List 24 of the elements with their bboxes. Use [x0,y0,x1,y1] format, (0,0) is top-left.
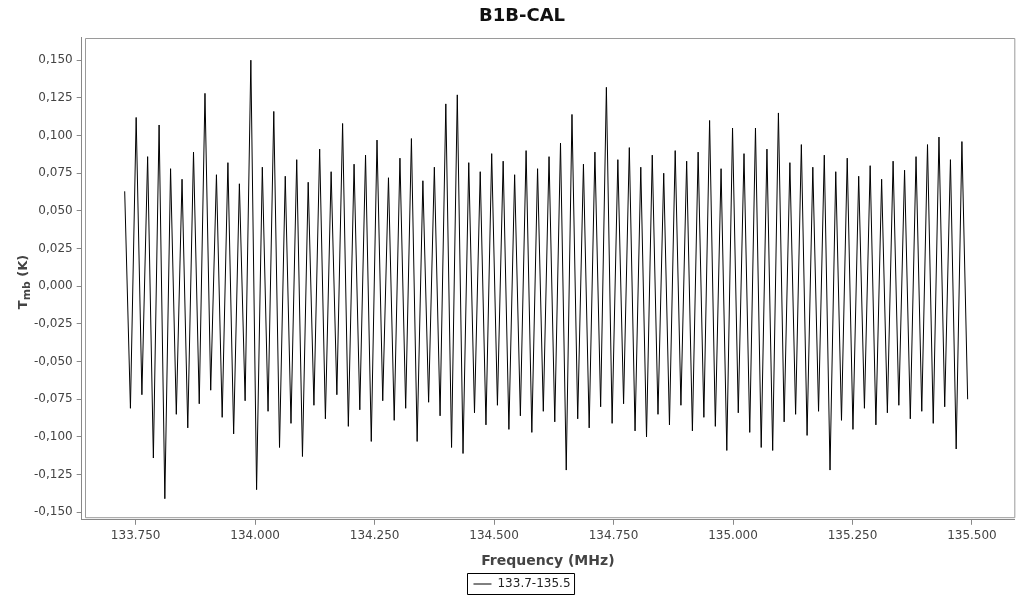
x-tick-label: 135.500 [947,528,997,543]
x-tick-label: 135.000 [708,528,758,543]
y-tick-label: -0,150 [34,504,73,519]
y-tick-label: 0,050 [38,203,73,218]
y-tick-label: -0,075 [34,391,73,406]
x-tick-label: 135.250 [827,528,878,543]
x-tick-label: 134.000 [230,528,280,543]
x-tick-label: 134.500 [469,528,519,543]
y-tick-label: -0,025 [34,316,73,331]
y-tick-label: -0,100 [34,429,73,444]
x-tick-label: 134.250 [349,528,400,543]
chart-title: B1B-CAL [478,4,566,26]
x-tick-label: 133.750 [110,528,161,543]
y-tick-label: 0,075 [38,165,73,180]
y-tick-label: 0,125 [38,90,73,104]
x-axis-title: Frequency (MHz) [481,552,615,569]
legend-label: 133.7-135.5 [497,576,571,591]
y-tick-label: 0,150 [38,52,73,67]
x-tick-label: 134.750 [588,528,639,543]
y-tick-label: 0,000 [38,278,73,293]
y-tick-label: -0,050 [34,353,73,368]
y-tick-label: -0,125 [34,466,73,481]
y-tick-label: 0,100 [38,127,73,142]
y-tick-label: 0,025 [38,240,73,255]
